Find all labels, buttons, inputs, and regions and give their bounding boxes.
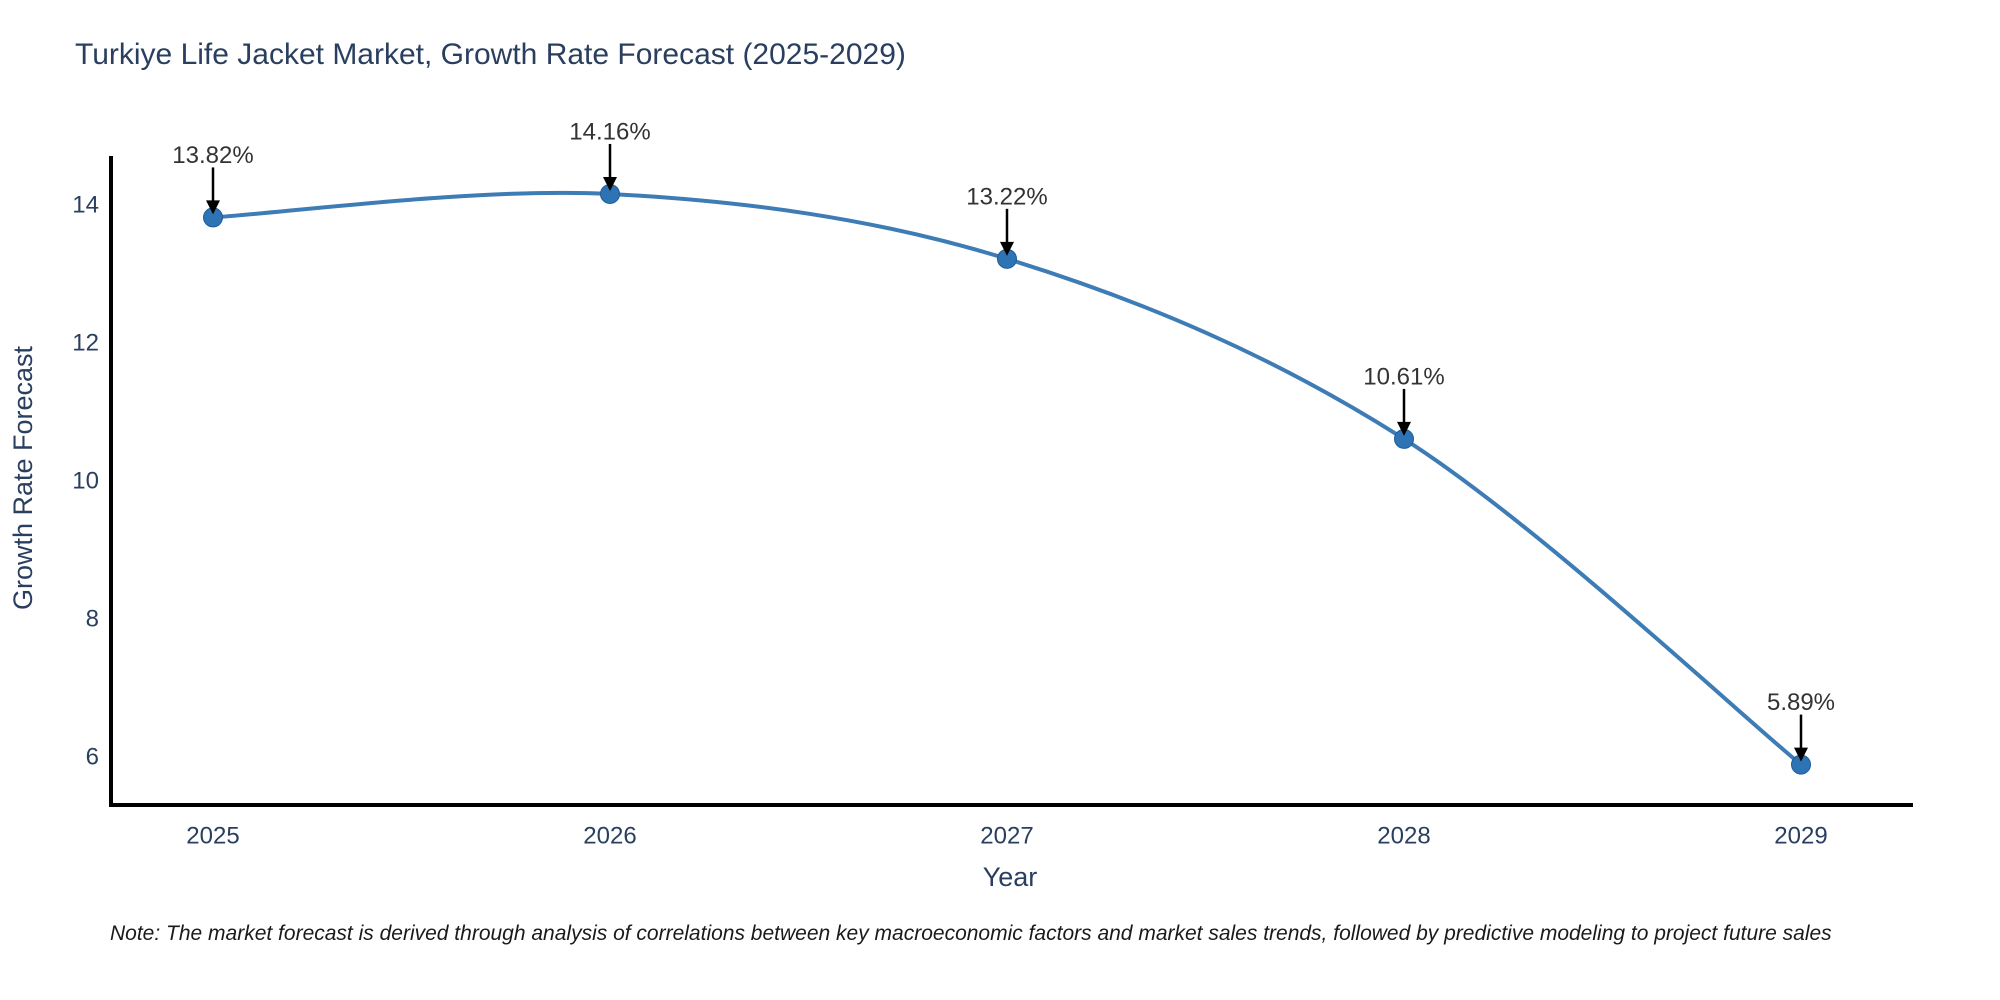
annotation-label: 5.89% <box>1767 689 1835 716</box>
annotations: 13.82% 14.16% 13.22% 10.61% 5.89% <box>172 118 1835 762</box>
annotation-arrowhead-icon <box>1794 747 1808 762</box>
annotation-label: 14.16% <box>569 118 650 145</box>
annotation-arrowhead-icon <box>603 176 617 191</box>
x-axis-title: Year <box>983 862 1038 892</box>
chart-title: Turkiye Life Jacket Market, Growth Rate … <box>75 38 906 71</box>
trend-series <box>203 183 1811 775</box>
annotation-arrowhead-icon <box>1397 421 1411 436</box>
y-tick-label: 8 <box>86 606 99 633</box>
annotation-label: 13.22% <box>966 183 1047 210</box>
x-tick-label: 2027 <box>980 823 1033 850</box>
x-tick-label: 2025 <box>186 823 239 850</box>
chart-footnote: Note: The market forecast is derived thr… <box>110 922 1832 945</box>
y-tick-label: 14 <box>72 192 99 219</box>
y-tick-label: 6 <box>86 744 99 771</box>
y-tick-label: 10 <box>72 468 99 495</box>
axis-spines <box>109 156 1913 807</box>
annotation-arrowhead-icon <box>206 200 220 215</box>
x-tick-label: 2026 <box>583 823 636 850</box>
x-axis-ticks: 2025 2026 2027 2028 2029 <box>186 823 1827 850</box>
annotation-label: 10.61% <box>1363 363 1444 390</box>
x-tick-label: 2028 <box>1377 823 1430 850</box>
y-axis-title: Growth Rate Forecast <box>8 345 38 610</box>
annotation-label: 13.82% <box>172 142 253 169</box>
trend-line <box>211 190 1803 767</box>
y-tick-label: 12 <box>72 330 99 357</box>
annotation-arrowhead-icon <box>1000 241 1014 256</box>
y-axis-ticks: 14 12 10 8 6 <box>72 192 99 771</box>
x-tick-label: 2029 <box>1774 823 1827 850</box>
